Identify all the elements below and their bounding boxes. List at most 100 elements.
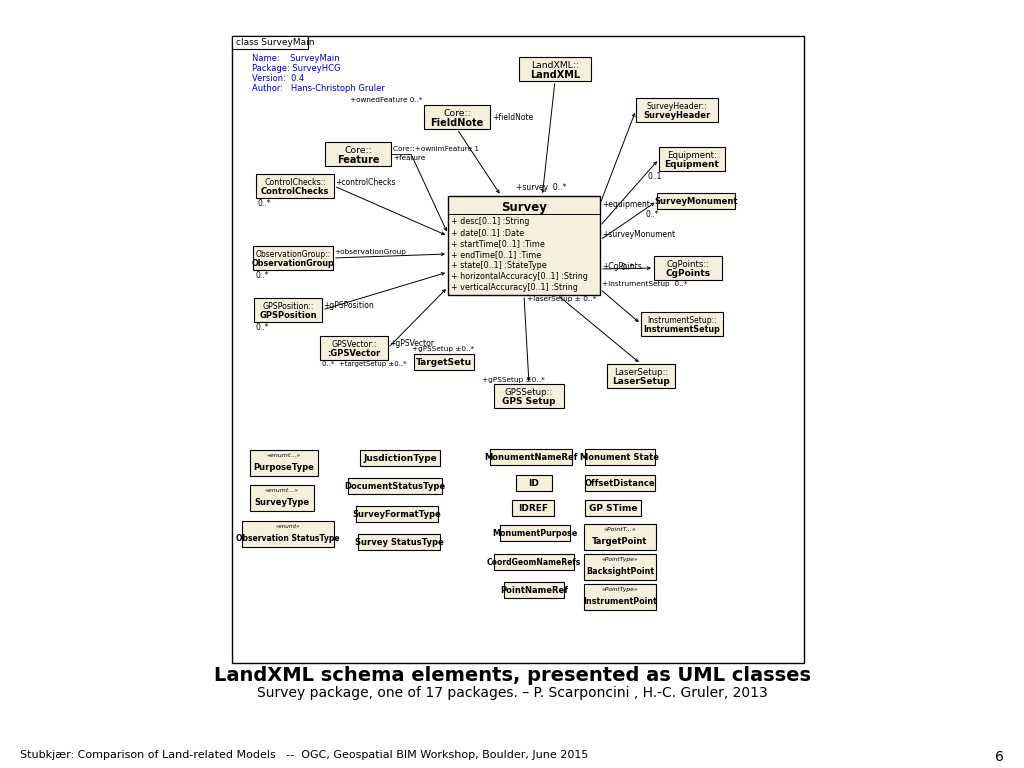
Text: SurveyHeader: SurveyHeader [643, 111, 711, 120]
FancyBboxPatch shape [516, 475, 552, 491]
FancyBboxPatch shape [449, 196, 600, 295]
Text: +instrumentSetup  0..*: +instrumentSetup 0..* [602, 281, 687, 287]
FancyBboxPatch shape [424, 105, 490, 129]
Text: +controlChecks: +controlChecks [335, 178, 395, 187]
Text: TargetPoint: TargetPoint [592, 537, 648, 546]
Text: «enumt»: «enumt» [275, 524, 300, 529]
Text: Package: SurveyHCG: Package: SurveyHCG [252, 64, 341, 73]
FancyBboxPatch shape [584, 554, 656, 580]
Text: +CgPoints: +CgPoints [602, 262, 642, 271]
Text: Survey StatusType: Survey StatusType [354, 538, 443, 547]
Text: JusdictionType: JusdictionType [364, 454, 437, 463]
Text: PointNameRef: PointNameRef [500, 586, 568, 595]
Text: LaserSetup::: LaserSetup:: [613, 368, 669, 377]
FancyBboxPatch shape [414, 354, 474, 370]
FancyBboxPatch shape [253, 246, 333, 270]
Text: 0..*  +targetSetup ±0..*: 0..* +targetSetup ±0..* [322, 361, 407, 367]
Text: ControlChecks: ControlChecks [261, 187, 329, 196]
FancyBboxPatch shape [242, 521, 334, 547]
Text: Observation StatusType: Observation StatusType [237, 534, 340, 543]
Text: GPSPosition: GPSPosition [259, 311, 316, 320]
Text: + startTime[0..1] :Time: + startTime[0..1] :Time [451, 239, 545, 248]
Text: +surveyMonument: +surveyMonument [602, 230, 675, 239]
FancyBboxPatch shape [641, 312, 723, 336]
Text: IDREF: IDREF [518, 504, 548, 513]
Text: SurveyFormatType: SurveyFormatType [352, 510, 441, 519]
Text: Version:  0.4: Version: 0.4 [252, 74, 304, 83]
Text: Core::: Core:: [443, 109, 471, 118]
Text: CgPoints::: CgPoints:: [667, 260, 710, 269]
FancyBboxPatch shape [659, 147, 725, 171]
Text: Monument State: Monument State [581, 453, 659, 462]
Text: GPSVector::: GPSVector:: [331, 340, 377, 349]
FancyBboxPatch shape [504, 582, 564, 598]
Text: «PointType»: «PointType» [602, 587, 638, 592]
FancyBboxPatch shape [519, 57, 591, 81]
FancyBboxPatch shape [250, 485, 314, 511]
Text: ControlChecks::: ControlChecks:: [264, 178, 326, 187]
Text: +gPSVector: +gPSVector [389, 339, 434, 348]
FancyBboxPatch shape [607, 364, 675, 388]
FancyBboxPatch shape [494, 554, 574, 570]
Text: «enumt...»: «enumt...» [265, 488, 299, 493]
Text: 6: 6 [995, 750, 1004, 764]
Text: +gPSPosition: +gPSPosition [323, 301, 374, 310]
Text: PurposeType: PurposeType [254, 463, 314, 472]
Text: MonumentPurpose: MonumentPurpose [493, 529, 578, 538]
Text: SurveyMonument: SurveyMonument [654, 197, 737, 206]
Text: «enumt...»: «enumt...» [267, 453, 301, 458]
Text: DocumentStatusType: DocumentStatusType [344, 482, 445, 491]
FancyBboxPatch shape [256, 174, 334, 198]
Text: 0..*: 0..* [621, 263, 634, 273]
FancyBboxPatch shape [585, 475, 655, 491]
FancyBboxPatch shape [325, 142, 391, 166]
Text: 0..*: 0..* [255, 271, 268, 280]
Text: FieldNote: FieldNote [430, 118, 483, 128]
Text: + desc[0..1] :String: + desc[0..1] :String [451, 217, 529, 226]
FancyBboxPatch shape [654, 256, 722, 280]
Text: «PointT...»: «PointT...» [603, 527, 636, 532]
Text: SurveyHeader::: SurveyHeader:: [647, 102, 708, 111]
Text: TargetSetu: TargetSetu [416, 358, 472, 367]
Text: +observationGroup: +observationGroup [334, 249, 406, 255]
Text: MonumentNameRef: MonumentNameRef [484, 453, 578, 462]
Text: + horizontalAccuracy[0..1] :String: + horizontalAccuracy[0..1] :String [451, 272, 588, 281]
Text: Stubkjær: Comparison of Land-related Models   --  OGC, Geospatial BIM Workshop, : Stubkjær: Comparison of Land-related Mod… [20, 750, 589, 760]
Text: SurveyType: SurveyType [254, 498, 309, 507]
Text: 0..*: 0..* [256, 323, 269, 332]
FancyBboxPatch shape [232, 36, 308, 49]
FancyBboxPatch shape [657, 193, 735, 209]
Text: +ownedFeature 0..*: +ownedFeature 0..* [349, 97, 422, 103]
Text: + date[0..1] :Date: + date[0..1] :Date [451, 228, 524, 237]
Text: InstrumentPoint: InstrumentPoint [583, 597, 657, 606]
Text: +fieldNote: +fieldNote [492, 112, 534, 121]
FancyBboxPatch shape [358, 534, 440, 550]
FancyBboxPatch shape [348, 478, 442, 494]
Text: BacksightPoint: BacksightPoint [586, 567, 654, 576]
Text: CgPoints: CgPoints [666, 269, 711, 278]
Text: GP STime: GP STime [589, 504, 637, 513]
Text: GPSSetup::: GPSSetup:: [505, 388, 553, 397]
Text: LandXML schema elements, presented as UML classes: LandXML schema elements, presented as UM… [213, 666, 811, 685]
Text: LandXML: LandXML [530, 70, 580, 80]
Text: ObservationGroup: ObservationGroup [252, 259, 335, 268]
Text: class SurveyMain: class SurveyMain [236, 38, 314, 47]
Text: Equipment: Equipment [665, 160, 720, 169]
FancyBboxPatch shape [636, 98, 718, 122]
Text: Survey: Survey [501, 201, 547, 214]
Text: Name:    SurveyMain: Name: SurveyMain [252, 54, 340, 63]
Text: ObservationGroup::: ObservationGroup:: [255, 250, 331, 259]
Text: Core::+ownimFeature 1: Core::+ownimFeature 1 [393, 146, 479, 152]
FancyBboxPatch shape [584, 524, 656, 550]
FancyBboxPatch shape [360, 450, 440, 466]
Text: ID: ID [528, 479, 540, 488]
FancyBboxPatch shape [490, 449, 572, 465]
Text: 0..*: 0..* [645, 210, 658, 219]
FancyBboxPatch shape [356, 506, 438, 522]
Text: OffsetDistance: OffsetDistance [585, 479, 655, 488]
FancyBboxPatch shape [500, 525, 570, 541]
Text: +gPSSetup ±0..*: +gPSSetup ±0..* [412, 346, 474, 352]
Text: + endTime[0..1] :Time: + endTime[0..1] :Time [451, 250, 542, 259]
Text: + verticalAccuracy[0..1] :String: + verticalAccuracy[0..1] :String [451, 283, 578, 292]
Text: +gPSSetup ±0..*: +gPSSetup ±0..* [482, 377, 545, 383]
